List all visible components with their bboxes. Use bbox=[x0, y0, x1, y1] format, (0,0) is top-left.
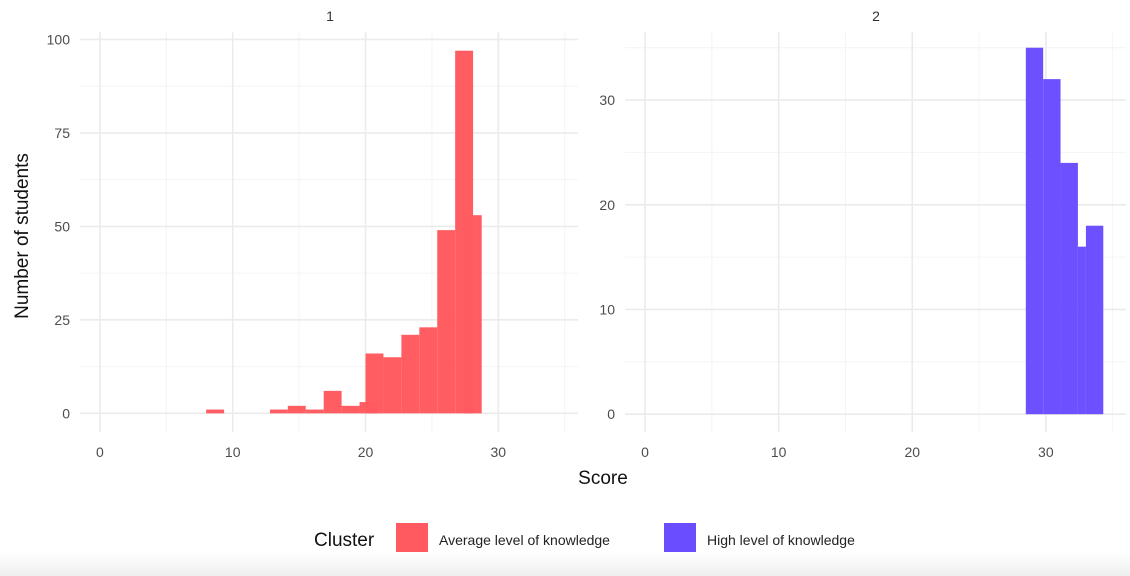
panel-2-histogram-bar bbox=[1077, 246, 1086, 415]
panel-1-y-tick-label: 100 bbox=[47, 31, 71, 47]
panel-1-histogram-bar bbox=[383, 357, 402, 414]
panel-1-y-tick-label: 25 bbox=[54, 312, 70, 328]
panel-1-histogram-bar bbox=[305, 409, 324, 414]
panel-2-histogram-bar bbox=[1085, 225, 1104, 415]
x-axis-title: Score bbox=[578, 468, 628, 489]
panel-2-x-tick-label: 10 bbox=[771, 444, 787, 460]
panel-1-histogram-bar bbox=[419, 327, 438, 414]
panel-1-y-tick-label: 50 bbox=[54, 218, 70, 234]
panel-1-histogram-bar bbox=[323, 390, 342, 414]
legend-swatch-high bbox=[664, 523, 696, 555]
panel-2-x-tick-label: 0 bbox=[641, 444, 649, 460]
panel-1-histogram-bar bbox=[463, 215, 482, 414]
legend-title: Cluster bbox=[314, 530, 375, 551]
panel-1-x-tick-label: 10 bbox=[225, 444, 241, 460]
panel-2-histogram-bar bbox=[1025, 47, 1044, 415]
panel-1-tick-labels: 0 10 20 30 0 25 50 75 100 bbox=[47, 31, 507, 460]
panel-1-histogram-bar bbox=[437, 230, 456, 414]
panel-2-y-tick-label: 30 bbox=[599, 92, 615, 108]
panel-1-x-tick-label: 20 bbox=[358, 444, 374, 460]
panel-1: 0 10 20 30 0 25 50 75 100 1 bbox=[47, 8, 578, 460]
panel-2-histogram-bar bbox=[1060, 162, 1078, 415]
panel-2: 0 10 20 30 0 10 20 30 2 bbox=[599, 8, 1126, 460]
panel-1-x-tick-label: 30 bbox=[491, 444, 507, 460]
panel-1-y-tick-label: 0 bbox=[62, 405, 70, 421]
panel-1-bars bbox=[206, 50, 482, 414]
panel-1-histogram-bar bbox=[206, 409, 225, 414]
panel-2-histogram-bar bbox=[1043, 79, 1061, 415]
panel-1-histogram-bar bbox=[269, 409, 288, 414]
legend: Cluster Average level of knowledge High … bbox=[314, 523, 855, 555]
panel-2-strip-title: 2 bbox=[872, 8, 880, 24]
panel-1-grid bbox=[80, 32, 578, 432]
panel-2-x-tick-label: 20 bbox=[904, 444, 920, 460]
panel-1-histogram-bar bbox=[401, 334, 420, 414]
panel-1-strip-title: 1 bbox=[326, 8, 334, 24]
panel-2-bars bbox=[1025, 47, 1104, 415]
legend-label-average: Average level of knowledge bbox=[439, 532, 610, 548]
panel-2-y-tick-label: 10 bbox=[599, 301, 615, 317]
panel-1-x-tick-label: 0 bbox=[96, 444, 104, 460]
panel-1-y-tick-label: 75 bbox=[54, 125, 70, 141]
panel-1-histogram-bar bbox=[365, 353, 384, 414]
panel-2-y-tick-label: 20 bbox=[599, 197, 615, 213]
y-axis-title: Number of students bbox=[12, 153, 33, 319]
panel-1-histogram-bar bbox=[287, 405, 306, 414]
panel-1-histogram-bar bbox=[341, 405, 360, 414]
bottom-shadow-strip bbox=[0, 552, 1130, 576]
legend-label-high: High level of knowledge bbox=[707, 532, 855, 548]
panel-2-x-tick-label: 30 bbox=[1038, 444, 1054, 460]
panel-2-tick-labels: 0 10 20 30 0 10 20 30 bbox=[599, 92, 1053, 460]
panel-2-y-tick-label: 0 bbox=[607, 406, 615, 422]
legend-swatch-average bbox=[396, 523, 428, 555]
